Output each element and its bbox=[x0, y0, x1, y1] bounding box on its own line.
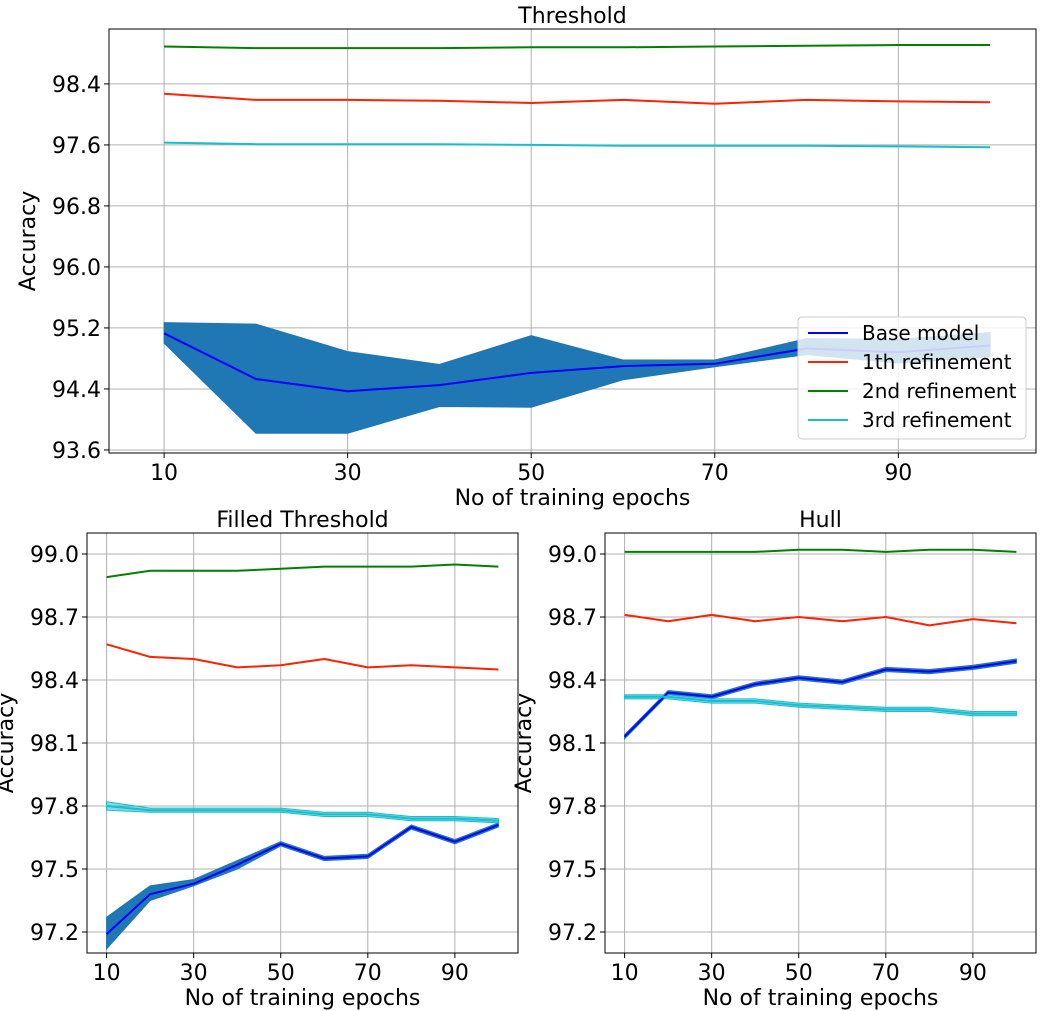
x-tick-label: 70 bbox=[354, 961, 382, 986]
x-tick-label: 70 bbox=[872, 961, 900, 986]
series-line-ref3 bbox=[106, 805, 499, 822]
series-line-ref3 bbox=[164, 141, 991, 149]
y-tick-label: 97.2 bbox=[30, 921, 79, 946]
series-line-base bbox=[105, 823, 499, 935]
y-tick-label: 97.2 bbox=[548, 921, 597, 946]
threshold-panel: 10 30 50 70 90 93.6 94.4 95.2 96.0 96.8 97.6 98.4 Th… bbox=[16, 4, 1037, 511]
y-tick-label: 99.0 bbox=[30, 543, 79, 568]
y-tick-label: 97.6 bbox=[52, 134, 101, 159]
y-tick-label: 97.5 bbox=[30, 858, 79, 883]
y-axis-title: Accuracy bbox=[512, 693, 537, 793]
x-tick-label: 10 bbox=[150, 461, 178, 486]
y-tick-label: 97.5 bbox=[548, 858, 597, 883]
hull-panel: 10 30 50 70 90 97.2 97.5 97.8 98.1 98.4 98.7 99.0 Hu… bbox=[512, 508, 1037, 1011]
x-tick-label: 50 bbox=[517, 461, 545, 486]
y-tick-label: 97.8 bbox=[30, 795, 79, 820]
x-tick-label: 50 bbox=[267, 961, 295, 986]
series-line-ref2 bbox=[624, 548, 1017, 553]
x-tick-label: 30 bbox=[180, 961, 208, 986]
y-tick-label: 98.4 bbox=[30, 669, 79, 694]
y-tick-label: 98.7 bbox=[548, 606, 597, 631]
series-line-base bbox=[623, 660, 1017, 738]
series-line-ref1 bbox=[624, 613, 1017, 627]
x-tick-label: 90 bbox=[441, 961, 469, 986]
y-tick-label: 98.7 bbox=[30, 606, 79, 631]
x-axis-title: No of training epochs bbox=[455, 486, 691, 511]
chart-title: Threshold bbox=[517, 4, 626, 29]
series-line-ref1 bbox=[164, 92, 991, 105]
x-tick-label: 90 bbox=[959, 961, 987, 986]
filled-threshold-panel: 10 30 50 70 90 97.2 97.5 97.8 98.1 98.4 98.7 99.0 Fi… bbox=[0, 508, 519, 1011]
y-tick-label: 96.0 bbox=[52, 256, 101, 281]
plot-frame bbox=[108, 28, 1037, 454]
x-tick-label: 70 bbox=[701, 461, 729, 486]
x-tick-label: 30 bbox=[334, 461, 362, 486]
x-axis-title: No of training epochs bbox=[703, 986, 939, 1011]
y-tick-label: 97.8 bbox=[548, 795, 597, 820]
legend-label: 2nd refinement bbox=[862, 379, 1017, 403]
series-line-ref3 bbox=[624, 695, 1017, 715]
legend: Base model 1th refinement 2nd refinement 3r… bbox=[797, 316, 1027, 440]
x-tick-label: 50 bbox=[785, 961, 813, 986]
confidence-band-ref3 bbox=[624, 694, 1017, 717]
y-tick-label: 98.1 bbox=[548, 732, 597, 757]
y-tick-label: 98.4 bbox=[548, 669, 597, 694]
x-axis-title: No of training epochs bbox=[185, 986, 421, 1011]
legend-label: 1th refinement bbox=[862, 350, 1012, 374]
y-tick-label: 93.6 bbox=[52, 439, 101, 464]
x-tick-label: 10 bbox=[611, 961, 639, 986]
y-tick-label: 98.1 bbox=[30, 732, 79, 757]
y-tick-label: 98.4 bbox=[52, 73, 101, 98]
series-line-ref2 bbox=[164, 44, 991, 50]
chart-title: Filled Threshold bbox=[216, 508, 388, 533]
legend-label: 3rd refinement bbox=[862, 408, 1012, 432]
x-tick-label: 10 bbox=[93, 961, 121, 986]
series-line-ref2 bbox=[106, 563, 499, 579]
series-line-ref1 bbox=[106, 643, 499, 671]
y-tick-label: 95.2 bbox=[52, 317, 101, 342]
x-tick-label: 90 bbox=[884, 461, 912, 486]
confidence-band-base bbox=[106, 822, 499, 951]
legend-box bbox=[797, 316, 1027, 440]
chart-title: Hull bbox=[799, 508, 842, 533]
y-axis-title: Accuracy bbox=[0, 693, 19, 793]
y-axis-title: Accuracy bbox=[16, 191, 41, 291]
y-tick-label: 96.8 bbox=[52, 195, 101, 220]
x-tick-label: 30 bbox=[698, 961, 726, 986]
legend-label: Base model bbox=[862, 321, 979, 345]
y-tick-label: 99.0 bbox=[548, 543, 597, 568]
y-tick-label: 94.4 bbox=[52, 378, 101, 403]
